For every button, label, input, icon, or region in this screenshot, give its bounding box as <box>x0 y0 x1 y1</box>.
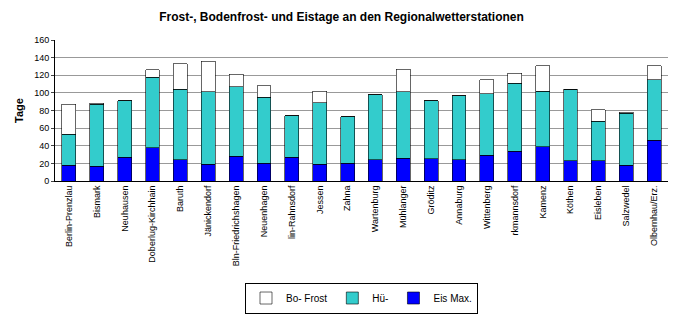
svg-text:100: 100 <box>34 88 49 98</box>
svg-text:80: 80 <box>39 106 49 116</box>
svg-text:Köthen: Köthen <box>565 186 575 215</box>
svg-text:Jänickendorf: Jänickendorf <box>203 185 213 237</box>
svg-text:Wittenberg: Wittenberg <box>482 186 492 230</box>
svg-text:Eis Max.: Eis Max. <box>433 293 471 304</box>
svg-text:Frost-, Bodenfrost- und Eistag: Frost-, Bodenfrost- und Eistage an den R… <box>159 10 524 24</box>
svg-text:160: 160 <box>34 35 49 45</box>
svg-text:Salzwedel: Salzwedel <box>621 186 631 227</box>
svg-text:Annaburg: Annaburg <box>454 186 464 225</box>
svg-text:140: 140 <box>34 53 49 63</box>
svg-text:120: 120 <box>34 70 49 80</box>
svg-text:Olbernhau/Erz.: Olbernhau/Erz. <box>649 186 659 247</box>
svg-text:Baruth: Baruth <box>175 186 185 213</box>
svg-text:40: 40 <box>39 141 49 151</box>
svg-text:Hü-: Hü- <box>372 293 388 304</box>
svg-text:Doberlug-Kirchhain: Doberlug-Kirchhain <box>147 186 157 263</box>
svg-text:Gröditz: Gröditz <box>426 185 436 215</box>
svg-text:Berlin-Prenzlau: Berlin-Prenzlau <box>64 186 74 248</box>
svg-text:Wartenburg: Wartenburg <box>370 186 380 233</box>
svg-text:Zahna: Zahna <box>342 186 352 212</box>
svg-text:0: 0 <box>44 176 49 186</box>
svg-text:Bln-Friedrichshagen: Bln-Friedrichshagen <box>231 186 241 267</box>
svg-text:60: 60 <box>39 123 49 133</box>
svg-text:20: 20 <box>39 159 49 169</box>
svg-text:Neuenhagen: Neuenhagen <box>259 186 269 238</box>
svg-text:Bismark: Bismark <box>92 185 102 218</box>
svg-text:Neuhausen: Neuhausen <box>120 186 130 232</box>
svg-text:lin-Rahnsdorf: lin-Rahnsdorf <box>287 185 297 239</box>
svg-text:Jessen: Jessen <box>315 186 325 215</box>
svg-text:Kamenz: Kamenz <box>538 185 548 219</box>
svg-text:rkmannsdorf: rkmannsdorf <box>510 185 520 236</box>
svg-text:Mühlanger: Mühlanger <box>398 186 408 229</box>
svg-text:Eisleben: Eisleben <box>593 186 603 221</box>
svg-text:Tage: Tage <box>13 98 25 123</box>
svg-text:Bo- Frost: Bo- Frost <box>286 293 327 304</box>
